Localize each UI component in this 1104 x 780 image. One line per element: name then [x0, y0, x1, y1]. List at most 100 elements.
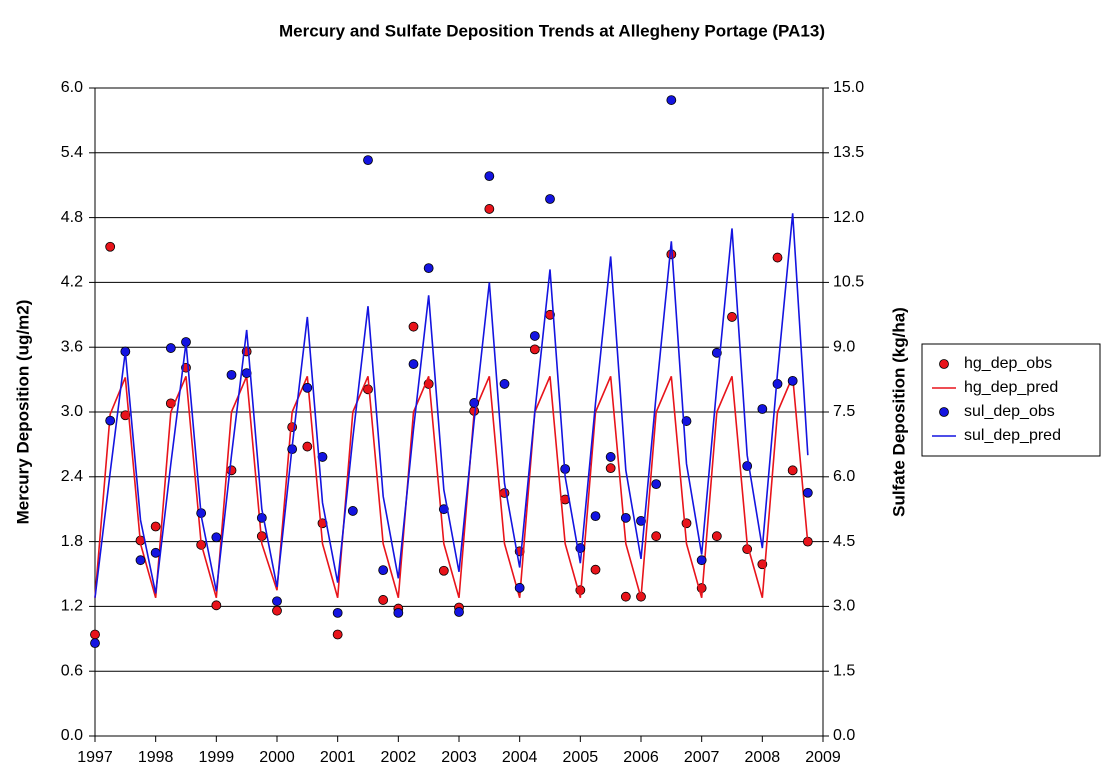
data-point — [302, 382, 313, 393]
legend-label: hg_dep_obs — [964, 355, 1052, 372]
data-point — [757, 404, 768, 414]
y-tick-label: 0.0 — [61, 727, 83, 744]
y2-tick-label: 0.0 — [833, 727, 855, 744]
data-point — [211, 532, 222, 543]
data-point — [408, 359, 419, 369]
data-point — [120, 410, 131, 421]
y-tick-label: 1.8 — [61, 533, 83, 550]
data-point — [545, 194, 555, 204]
x-tick-label: 2006 — [623, 749, 659, 766]
data-point — [332, 607, 343, 618]
y-tick-label: 2.4 — [61, 468, 83, 485]
legend-label: sul_dep_pred — [964, 427, 1061, 444]
y-tick-label: 3.6 — [61, 338, 83, 355]
data-point — [256, 512, 267, 523]
y2-tick-label: 7.5 — [833, 403, 855, 420]
y2-tick-label: 4.5 — [833, 533, 855, 550]
data-point — [484, 204, 495, 214]
x-tick-label: 2000 — [259, 749, 295, 766]
data-point — [332, 629, 343, 640]
x-tick-label: 2009 — [805, 749, 841, 766]
data-point — [605, 452, 616, 462]
data-point — [454, 607, 464, 617]
data-point — [636, 515, 646, 526]
data-point — [696, 555, 707, 566]
data-point — [802, 487, 813, 498]
data-point — [272, 605, 282, 616]
data-point — [272, 596, 282, 607]
data-point — [105, 415, 116, 426]
data-point — [666, 95, 677, 105]
data-point — [620, 512, 631, 523]
x-tick-label: 1997 — [77, 749, 113, 766]
x-tick-label: 2001 — [320, 749, 356, 766]
data-point — [378, 565, 389, 576]
y2-axis-label: Sulfate Deposition (kg/ha) — [889, 307, 908, 517]
x-tick-label: 2004 — [502, 749, 538, 766]
legend-box — [921, 343, 1101, 457]
y-axis-label: Mercury Deposition (ug/m2) — [13, 300, 32, 525]
data-point — [408, 321, 419, 332]
x-tick-label: 2002 — [381, 749, 417, 766]
y2-tick-label: 12.0 — [833, 209, 864, 226]
data-point — [165, 343, 176, 353]
data-point — [211, 600, 222, 611]
data-point — [742, 461, 753, 471]
y-tick-label: 4.2 — [61, 274, 83, 291]
data-point — [484, 171, 495, 182]
y2-tick-label: 1.5 — [833, 662, 855, 679]
data-point — [438, 504, 449, 515]
legend-marker — [939, 407, 949, 417]
data-point — [499, 488, 510, 498]
data-point — [423, 263, 434, 274]
x-tick-label: 2008 — [745, 749, 781, 766]
data-point — [135, 555, 146, 566]
data-point — [590, 511, 601, 522]
data-point — [651, 531, 662, 542]
data-point — [499, 379, 510, 389]
data-point — [787, 375, 798, 386]
y2-tick-label: 9.0 — [833, 338, 855, 355]
data-point — [347, 506, 358, 516]
data-point — [711, 531, 722, 542]
y2-tick-label: 6.0 — [833, 468, 855, 485]
legend-marker — [939, 359, 949, 369]
data-point — [681, 518, 692, 529]
data-point — [90, 638, 100, 649]
data-point — [772, 252, 783, 263]
series-line — [94, 213, 809, 598]
data-point — [378, 595, 389, 605]
x-tick-label: 2003 — [441, 749, 477, 766]
data-point — [514, 582, 525, 593]
series-line — [94, 376, 809, 598]
data-point — [620, 591, 631, 602]
legend-label: hg_dep_pred — [964, 379, 1058, 396]
y-tick-label: 5.4 — [61, 144, 83, 161]
data-point — [438, 565, 449, 576]
data-point — [226, 465, 237, 476]
y2-tick-label: 15.0 — [833, 79, 864, 96]
y-tick-label: 4.8 — [61, 209, 83, 226]
x-tick-label: 1998 — [138, 749, 174, 766]
data-point — [651, 479, 662, 490]
x-tick-label: 1999 — [199, 749, 235, 766]
data-point — [150, 547, 161, 558]
data-point — [363, 155, 373, 166]
y2-tick-label: 3.0 — [833, 598, 855, 615]
y2-tick-label: 10.5 — [833, 274, 864, 291]
data-point — [787, 465, 798, 476]
x-tick-label: 2007 — [684, 749, 720, 766]
data-point — [529, 344, 540, 355]
plot-border — [94, 87, 824, 737]
data-point — [469, 398, 480, 408]
y-tick-label: 1.2 — [61, 598, 83, 615]
data-point — [529, 331, 540, 341]
y-tick-label: 3.0 — [61, 403, 83, 420]
data-point — [90, 629, 100, 640]
x-tick-label: 2005 — [563, 749, 599, 766]
data-point — [302, 441, 313, 452]
data-point — [590, 564, 601, 575]
y-tick-label: 0.6 — [61, 662, 83, 679]
